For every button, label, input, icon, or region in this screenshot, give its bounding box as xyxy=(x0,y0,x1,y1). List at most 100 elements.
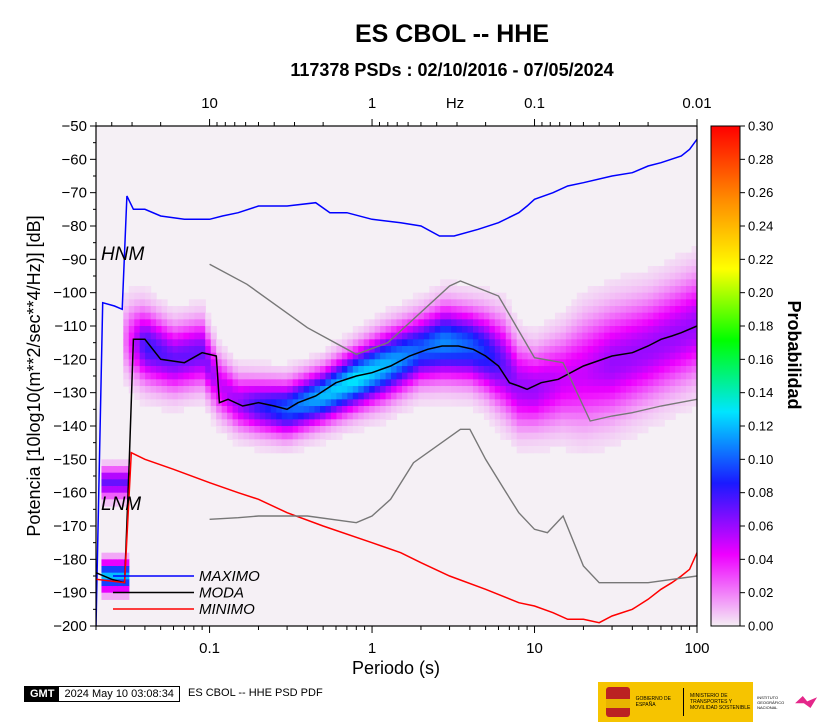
ign-logo: INSTITUTO GEOGRÁFICO NACIONAL xyxy=(753,682,824,722)
heatmap-cell xyxy=(221,399,228,407)
heatmap-cell xyxy=(145,306,152,314)
y-tick-label: −100 xyxy=(53,285,87,302)
heatmap-cell xyxy=(238,372,245,380)
heatmap-cell xyxy=(456,292,463,300)
heatmap-cell xyxy=(494,386,501,394)
heatmap-cell xyxy=(565,426,572,434)
heatmap-cell xyxy=(177,312,185,320)
heatmap-cell xyxy=(336,359,343,367)
heatmap-cell xyxy=(675,292,682,300)
heatmap-cell xyxy=(560,426,567,434)
heatmap-cell xyxy=(270,412,277,420)
heatmap-cell xyxy=(571,446,578,454)
heatmap-cell xyxy=(472,319,480,327)
heatmap-cell xyxy=(429,339,436,347)
heatmap-cell xyxy=(216,366,223,374)
heatmap-cell xyxy=(128,339,135,347)
heatmap-cell xyxy=(582,332,589,340)
heatmap-cell xyxy=(615,392,622,400)
heatmap-cell xyxy=(615,292,622,300)
heatmap-cell xyxy=(494,312,501,320)
heatmap-cell xyxy=(582,392,589,400)
heatmap-cell xyxy=(347,352,354,360)
heatmap-cell xyxy=(330,392,337,400)
heatmap-cell xyxy=(341,392,348,400)
heatmap-cell xyxy=(276,379,283,387)
heatmap-cell xyxy=(199,312,206,320)
heatmap-cell xyxy=(500,352,507,360)
heatmap-cell xyxy=(538,372,545,380)
heatmap-cell xyxy=(587,319,594,327)
heatmap-cell xyxy=(571,379,578,387)
heatmap-cell xyxy=(664,286,671,294)
heatmap-cell xyxy=(216,406,223,414)
heatmap-cell xyxy=(232,366,239,374)
top-tick-label: 0.1 xyxy=(524,95,545,112)
heatmap-cell xyxy=(270,406,277,414)
heatmap-cell xyxy=(533,339,540,347)
heatmap-cell xyxy=(254,372,261,380)
heatmap-cell xyxy=(167,366,174,374)
heatmap-cell xyxy=(325,366,332,374)
heatmap-cell xyxy=(505,332,512,340)
heatmap-cell xyxy=(472,292,480,300)
heatmap-cell xyxy=(620,272,627,280)
heatmap-cell xyxy=(587,299,594,307)
heatmap-cell xyxy=(647,392,654,400)
heatmap-cell xyxy=(232,439,239,447)
heatmap-cell xyxy=(554,319,562,327)
heatmap-cell xyxy=(407,386,414,394)
heatmap-cell xyxy=(516,406,523,414)
heatmap-cell xyxy=(369,366,376,374)
heatmap-cell xyxy=(576,359,583,367)
heatmap-cell xyxy=(440,292,447,300)
heatmap-cell xyxy=(363,326,370,334)
heatmap-cell xyxy=(259,366,266,374)
heatmap-cell xyxy=(489,299,496,307)
heatmap-cell xyxy=(391,319,398,327)
y-tick-label: −200 xyxy=(53,618,87,635)
heatmap-cell xyxy=(494,339,501,347)
heatmap-cell xyxy=(445,386,452,394)
heatmap-cell xyxy=(265,432,272,440)
heatmap-cell xyxy=(205,346,212,354)
heatmap-cell xyxy=(516,352,523,360)
heatmap-cell xyxy=(598,406,605,414)
heatmap-cell xyxy=(500,319,507,327)
heatmap-cell xyxy=(205,319,212,327)
heatmap-cell xyxy=(254,446,261,454)
heatmap-cell xyxy=(412,326,419,334)
heatmap-cell xyxy=(587,432,594,440)
colorbar-label: Probabilidad xyxy=(784,300,804,409)
heatmap-cell xyxy=(145,312,152,320)
heatmap-cell xyxy=(380,406,387,414)
heatmap-cell xyxy=(571,386,578,394)
heatmap-cell xyxy=(642,286,649,294)
heatmap-cell xyxy=(505,386,512,394)
heatmap-cell xyxy=(554,432,562,440)
heatmap-cell xyxy=(691,286,697,294)
heatmap-cell xyxy=(647,399,654,407)
y-tick-label: −70 xyxy=(62,185,87,202)
heatmap-cell xyxy=(440,386,447,394)
x-axis: 0.1 1 10 100 xyxy=(95,626,710,657)
heatmap-cell xyxy=(609,432,616,440)
heatmap-cell xyxy=(571,372,578,380)
heatmap-cell xyxy=(522,439,529,447)
heatmap-cell xyxy=(647,412,654,420)
heatmap-cell xyxy=(451,366,458,374)
heatmap-cell xyxy=(451,312,458,320)
heatmap-cell xyxy=(429,312,436,320)
heatmap-cell xyxy=(483,359,490,367)
heatmap-cell xyxy=(576,419,583,427)
heatmap-cell xyxy=(658,419,665,427)
heatmap-cell xyxy=(363,412,370,420)
heatmap-cell xyxy=(445,392,452,400)
heatmap-cell xyxy=(647,266,654,274)
heatmap-cell xyxy=(281,372,288,380)
heatmap-cell xyxy=(505,312,512,320)
heatmap-cell xyxy=(440,299,447,307)
gmt-logo: GMT xyxy=(25,687,60,701)
heatmap-cell xyxy=(232,379,239,387)
